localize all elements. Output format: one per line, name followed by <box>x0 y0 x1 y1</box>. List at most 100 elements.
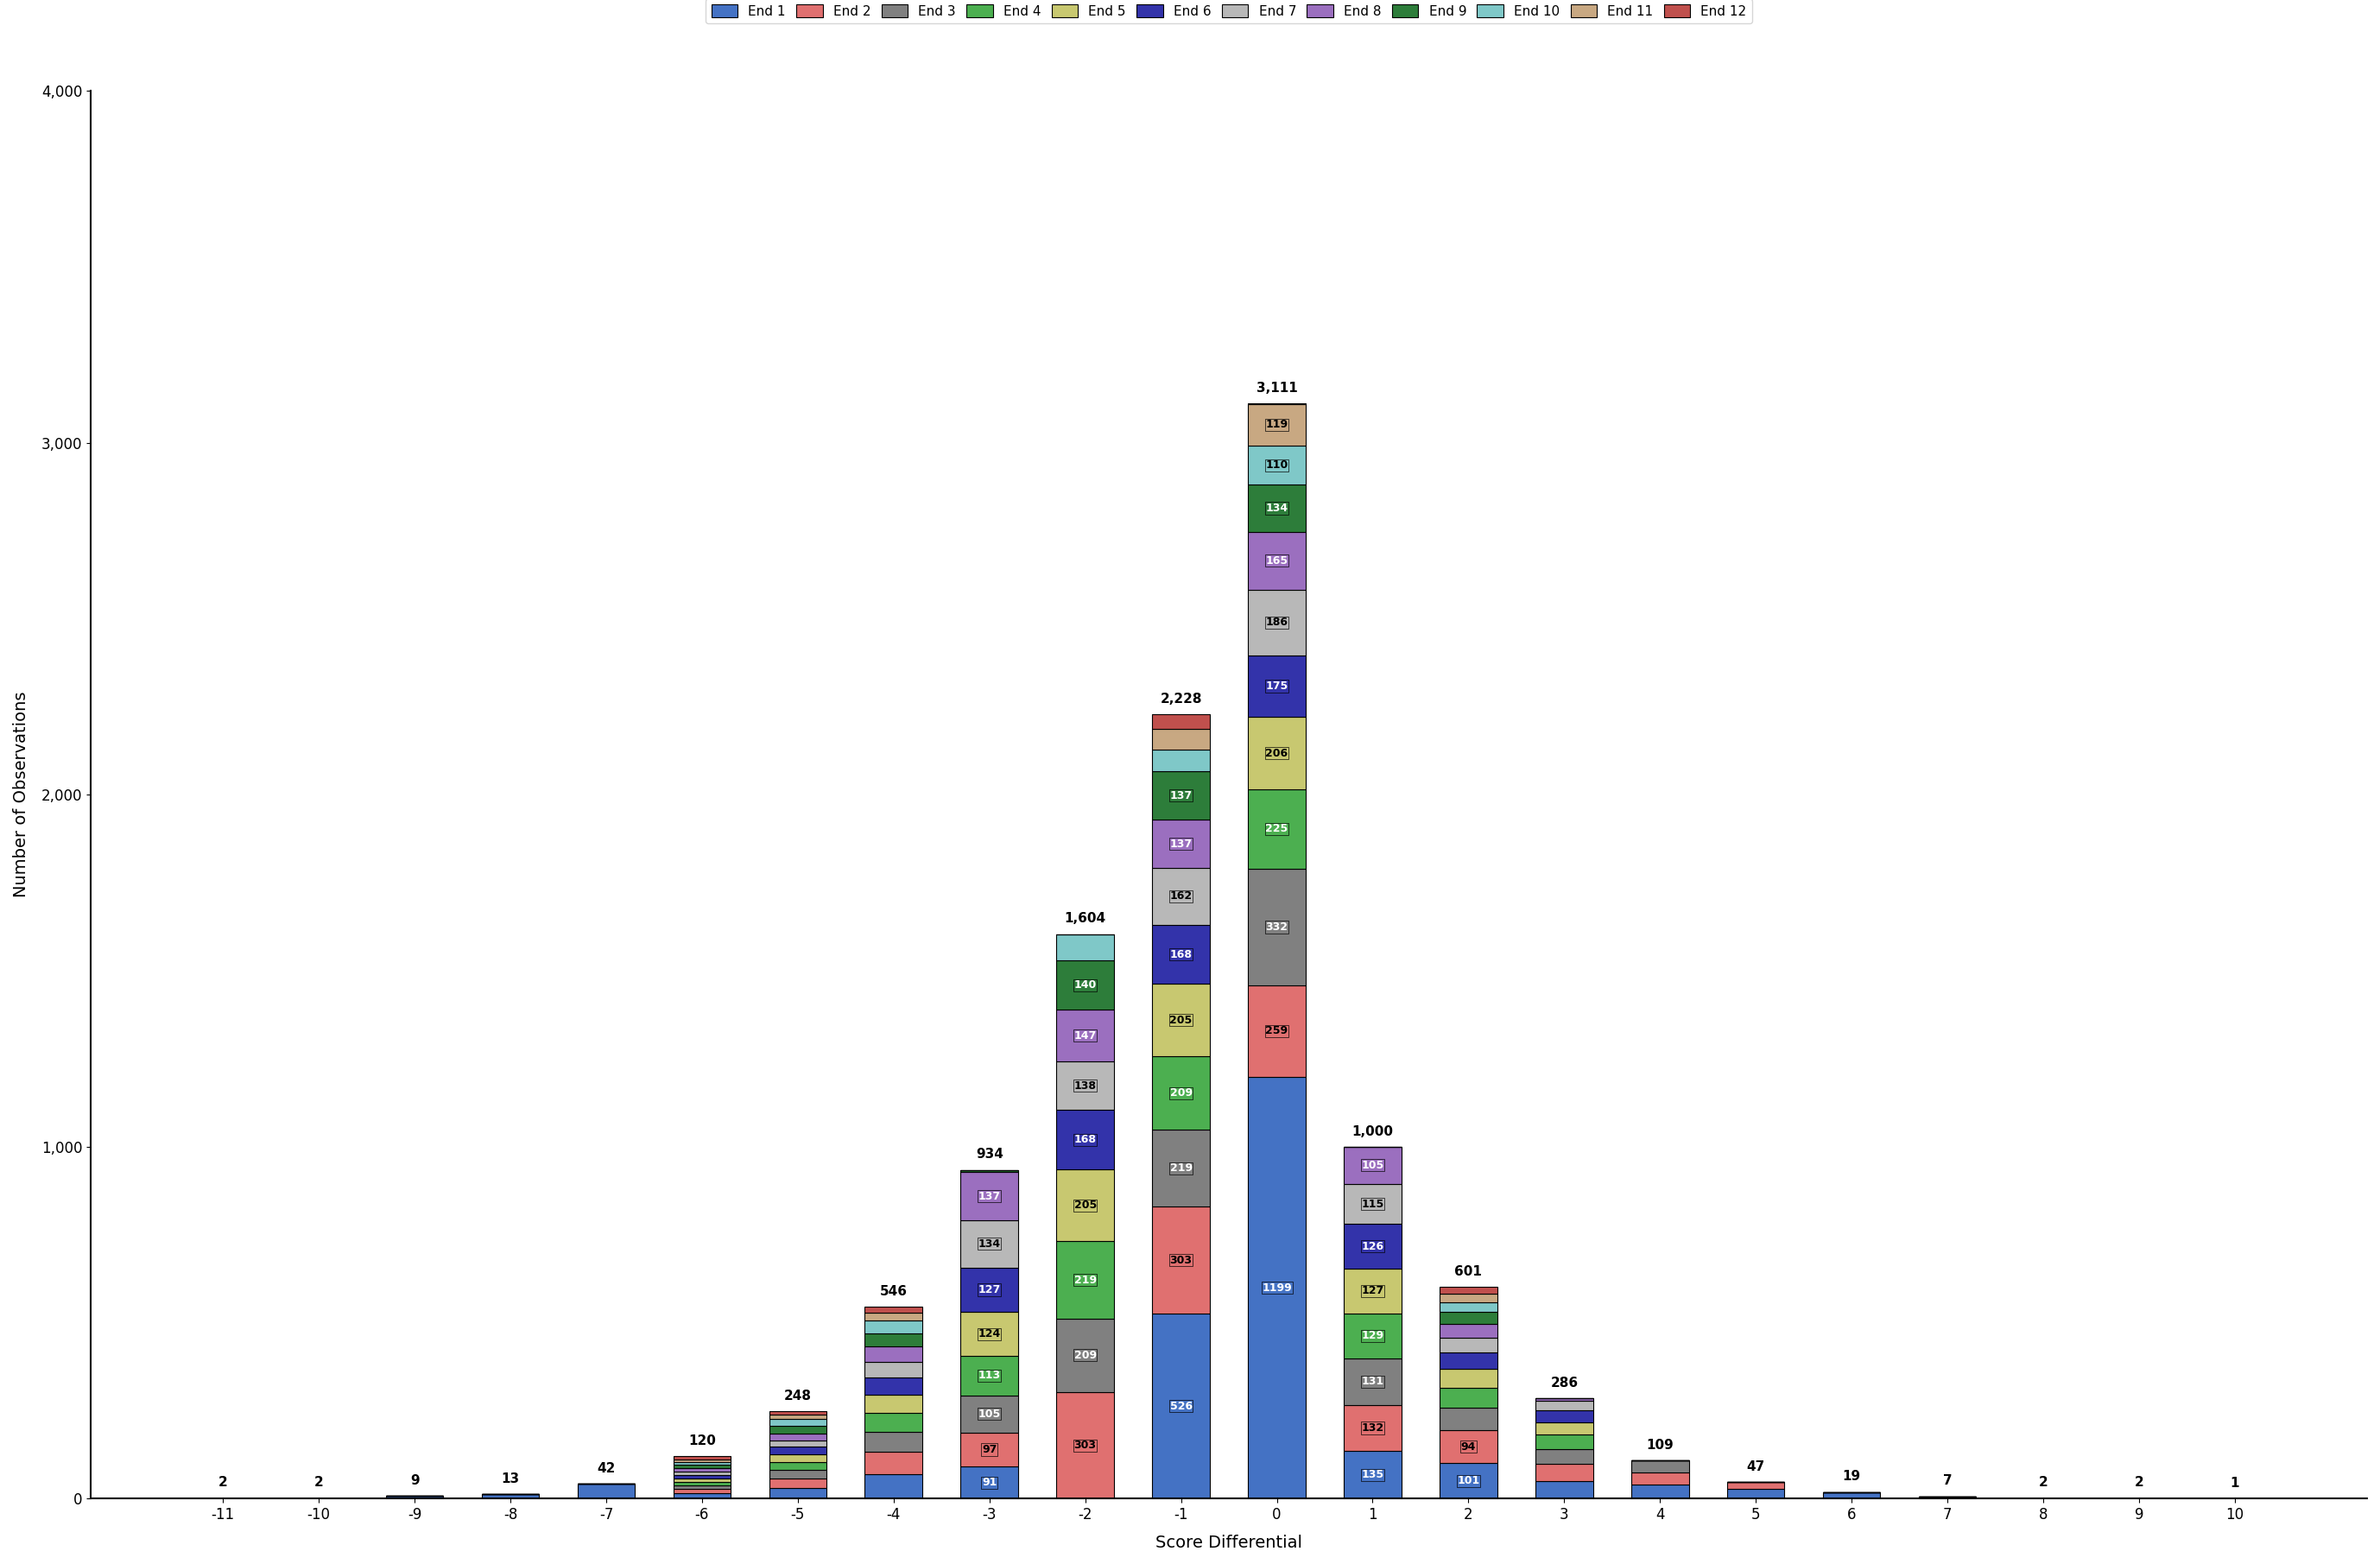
Text: 219: 219 <box>1169 1162 1192 1175</box>
Text: 137: 137 <box>1169 838 1192 849</box>
Bar <box>864 1306 923 1312</box>
Bar <box>674 1486 731 1489</box>
Bar <box>1247 790 1307 868</box>
Bar <box>864 1431 923 1451</box>
Bar <box>1440 1301 1497 1312</box>
Text: 127: 127 <box>1361 1286 1383 1297</box>
Text: 115: 115 <box>1361 1198 1383 1209</box>
Bar <box>674 1489 731 1494</box>
Bar <box>864 1473 923 1498</box>
Bar <box>386 1495 443 1498</box>
Bar <box>864 1362 923 1378</box>
Text: 2,228: 2,228 <box>1159 693 1202 705</box>
Bar <box>769 1411 826 1415</box>
Text: 205: 205 <box>1073 1200 1097 1211</box>
Bar <box>674 1481 731 1486</box>
Bar <box>1728 1483 1785 1489</box>
Bar <box>674 1494 731 1498</box>
Text: 259: 259 <box>1266 1026 1288 1037</box>
Bar <box>1345 1268 1402 1314</box>
Bar <box>1440 1325 1497 1337</box>
Text: 120: 120 <box>688 1434 716 1448</box>
Bar <box>769 1426 826 1434</box>
Bar <box>962 1220 1019 1267</box>
Text: 105: 105 <box>978 1409 1000 1420</box>
Bar <box>1630 1472 1690 1484</box>
Text: 1,604: 1,604 <box>1064 912 1107 926</box>
Bar <box>1247 716 1307 790</box>
Text: 47: 47 <box>1747 1461 1766 1473</box>
Text: 2: 2 <box>314 1476 324 1489</box>
Bar <box>962 1356 1019 1395</box>
Bar <box>962 1433 1019 1467</box>
Bar <box>864 1395 923 1412</box>
Bar <box>1440 1293 1497 1301</box>
Bar <box>1057 1318 1114 1392</box>
Text: 219: 219 <box>1073 1275 1097 1286</box>
Legend: End 1, End 2, End 3, End 4, End 5, End 6, End 7, End 8, End 9, End 10, End 11, E: End 1, End 2, End 3, End 4, End 5, End 6… <box>707 0 1752 23</box>
Text: 209: 209 <box>1073 1350 1097 1361</box>
Bar <box>1440 1368 1497 1387</box>
Text: 119: 119 <box>1266 419 1288 430</box>
Bar <box>674 1462 731 1465</box>
Text: 2: 2 <box>2040 1476 2047 1489</box>
Text: 97: 97 <box>983 1444 997 1455</box>
Bar <box>962 1395 1019 1433</box>
Text: 134: 134 <box>978 1239 1000 1250</box>
Bar <box>674 1456 731 1459</box>
Text: 175: 175 <box>1266 680 1288 691</box>
Bar <box>674 1465 731 1469</box>
Bar <box>1535 1481 1592 1498</box>
Bar <box>1440 1408 1497 1429</box>
Bar <box>769 1478 826 1487</box>
Text: 94: 94 <box>1461 1440 1476 1453</box>
Bar <box>481 1494 540 1498</box>
Text: 2: 2 <box>219 1476 228 1489</box>
Bar <box>1152 749 1209 771</box>
Bar <box>769 1487 826 1498</box>
Bar <box>864 1378 923 1395</box>
Bar <box>1152 1314 1209 1498</box>
Bar <box>1057 1392 1114 1498</box>
Text: 105: 105 <box>1361 1159 1383 1171</box>
Bar <box>1345 1404 1402 1451</box>
Bar <box>962 1170 1019 1171</box>
Bar <box>1535 1411 1592 1422</box>
Bar <box>864 1451 923 1473</box>
Bar <box>1152 715 1209 729</box>
Text: 137: 137 <box>1169 790 1192 801</box>
Bar <box>1247 868 1307 985</box>
Bar <box>769 1470 826 1478</box>
Bar <box>1247 985 1307 1076</box>
X-axis label: Score Differential: Score Differential <box>1157 1534 1302 1551</box>
Bar <box>864 1312 923 1320</box>
Bar <box>1057 1010 1114 1062</box>
Bar <box>1057 1110 1114 1170</box>
Bar <box>1345 1314 1402 1359</box>
Bar <box>1152 771 1209 820</box>
Text: 147: 147 <box>1073 1031 1097 1042</box>
Bar <box>1247 532 1307 590</box>
Bar <box>1535 1401 1592 1411</box>
Bar <box>1535 1464 1592 1481</box>
Bar <box>1057 1242 1114 1318</box>
Bar <box>1057 934 1114 960</box>
Text: 9: 9 <box>409 1473 419 1487</box>
Text: 91: 91 <box>983 1476 997 1489</box>
Text: 137: 137 <box>978 1190 1000 1201</box>
Bar <box>1247 1076 1307 1498</box>
Bar <box>769 1447 826 1455</box>
Text: 42: 42 <box>597 1462 616 1475</box>
Bar <box>1535 1434 1592 1448</box>
Bar <box>769 1434 826 1440</box>
Text: 206: 206 <box>1266 748 1288 759</box>
Bar <box>864 1412 923 1431</box>
Y-axis label: Number of Observations: Number of Observations <box>12 691 29 898</box>
Text: 7: 7 <box>1942 1475 1952 1487</box>
Bar <box>1152 924 1209 984</box>
Bar <box>674 1478 731 1481</box>
Bar <box>1152 1207 1209 1314</box>
Bar <box>1535 1448 1592 1464</box>
Text: 110: 110 <box>1266 460 1288 471</box>
Bar <box>1440 1337 1497 1353</box>
